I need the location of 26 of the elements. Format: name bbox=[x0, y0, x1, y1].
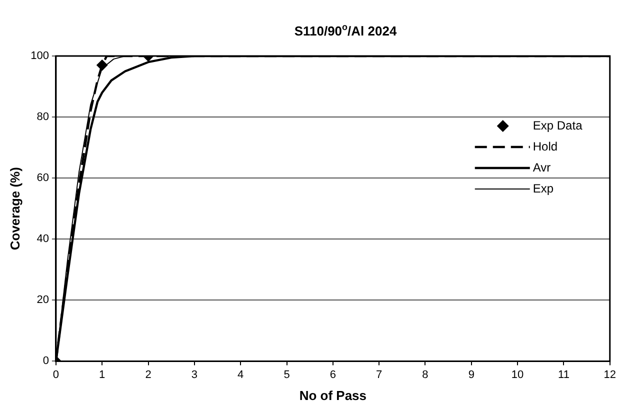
x-tick-label: 3 bbox=[191, 368, 198, 381]
x-tick-label: 11 bbox=[558, 368, 570, 381]
y-tick-label: 20 bbox=[36, 294, 49, 306]
y-tick-label: 80 bbox=[36, 111, 49, 124]
y-tick-label: 40 bbox=[36, 233, 49, 246]
x-tick-label: 12 bbox=[604, 368, 616, 381]
x-tick-label: 5 bbox=[284, 368, 290, 381]
y-tick-label: 0 bbox=[42, 355, 49, 368]
x-tick-label: 2 bbox=[145, 368, 152, 381]
legend-label: Hold bbox=[532, 139, 558, 154]
x-tick-label: 10 bbox=[511, 368, 524, 381]
chart-title: S110/90$^{o}$/Al 2024 bbox=[293, 22, 398, 38]
x-tick-label: 9 bbox=[468, 368, 474, 381]
x-tick-label: 6 bbox=[330, 368, 336, 381]
y-tick-label: 100 bbox=[30, 50, 49, 62]
y-tick-label: 60 bbox=[36, 172, 49, 184]
x-axis-title: No of Pass bbox=[299, 388, 367, 403]
x-tick-label: 4 bbox=[238, 368, 244, 381]
y-axis-title: Coverage (%) bbox=[7, 167, 22, 250]
legend-label: Avr bbox=[532, 160, 551, 174]
x-tick-label: 8 bbox=[422, 368, 428, 381]
legend-label: Exp bbox=[532, 181, 554, 196]
x-tick-label: 1 bbox=[99, 368, 106, 381]
x-tick-label: 7 bbox=[376, 368, 382, 381]
x-tick-label: 0 bbox=[52, 368, 60, 381]
legend-label: Exp Data bbox=[532, 118, 583, 132]
